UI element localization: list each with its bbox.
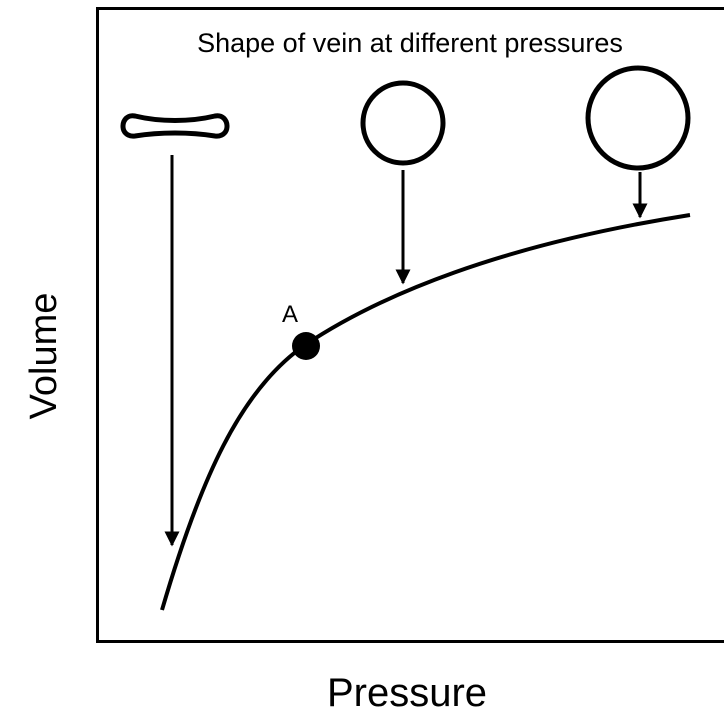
- distended-vein-shape: [585, 65, 691, 171]
- point-label: A: [282, 301, 298, 328]
- round-vein-shape: [360, 80, 446, 166]
- x-axis-label: Pressure: [327, 671, 487, 712]
- plot-frame: [96, 7, 724, 643]
- collapsed-vein-shape: [120, 113, 230, 139]
- point-a: [292, 332, 320, 360]
- y-axis-label: Volume: [23, 293, 65, 420]
- diagram-title: Shape of vein at different pressures: [197, 28, 623, 58]
- pressure-volume-curve: [160, 213, 691, 611]
